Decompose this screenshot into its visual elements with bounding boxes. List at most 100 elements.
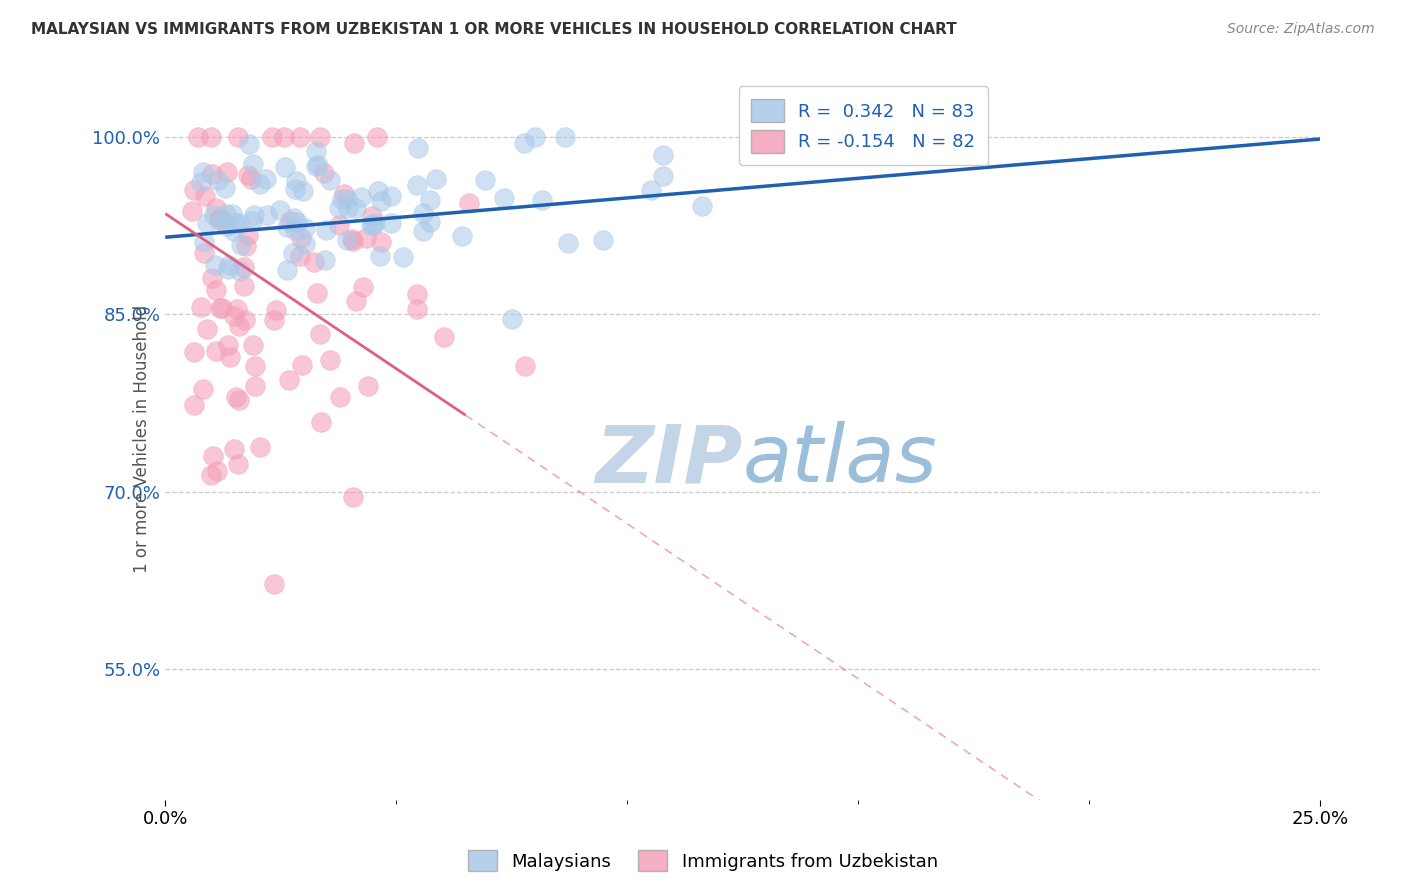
- Point: [200, 468, 222, 483]
- Point: [204, 258, 226, 272]
- Point: [217, 261, 239, 276]
- Point: [319, 352, 342, 367]
- Point: [557, 236, 579, 251]
- Point: [278, 214, 301, 228]
- Point: [215, 219, 238, 233]
- Point: [307, 158, 329, 172]
- Point: [342, 490, 364, 504]
- Point: [249, 177, 271, 191]
- Point: [652, 147, 675, 161]
- Point: [360, 209, 382, 223]
- Point: [225, 390, 247, 404]
- Point: [333, 187, 356, 202]
- Point: [242, 213, 264, 227]
- Point: [513, 136, 536, 150]
- Point: [592, 233, 614, 247]
- Point: [229, 264, 252, 278]
- Point: [228, 319, 250, 334]
- Point: [370, 235, 392, 249]
- Point: [274, 161, 297, 175]
- Point: [191, 383, 214, 397]
- Point: [269, 202, 291, 217]
- Point: [183, 398, 205, 412]
- Point: [474, 173, 496, 187]
- Point: [276, 219, 298, 234]
- Point: [357, 379, 380, 393]
- Point: [195, 216, 218, 230]
- Point: [405, 178, 427, 193]
- Point: [651, 169, 673, 183]
- Point: [288, 129, 311, 144]
- Point: [328, 218, 350, 232]
- Point: [193, 235, 215, 249]
- Point: [195, 322, 218, 336]
- Point: [204, 344, 226, 359]
- Point: [211, 214, 233, 228]
- Point: [209, 211, 232, 226]
- Text: atlas: atlas: [742, 421, 938, 500]
- Point: [319, 172, 342, 186]
- Point: [236, 227, 259, 242]
- Point: [285, 173, 308, 187]
- Point: [205, 283, 228, 297]
- Point: [284, 182, 307, 196]
- Point: [332, 192, 354, 206]
- Point: [314, 166, 336, 180]
- Point: [425, 171, 447, 186]
- Point: [263, 313, 285, 327]
- Point: [640, 184, 662, 198]
- Point: [190, 175, 212, 189]
- Point: [406, 141, 429, 155]
- Text: MALAYSIAN VS IMMIGRANTS FROM UZBEKISTAN 1 OR MORE VEHICLES IN HOUSEHOLD CORRELAT: MALAYSIAN VS IMMIGRANTS FROM UZBEKISTAN …: [31, 22, 956, 37]
- Point: [235, 239, 257, 253]
- Point: [228, 457, 250, 471]
- Point: [249, 440, 271, 454]
- Y-axis label: 1 or more Vehicles in Household: 1 or more Vehicles in Household: [134, 304, 152, 573]
- Point: [406, 302, 429, 317]
- Point: [305, 159, 328, 173]
- Point: [356, 231, 378, 245]
- Point: [240, 172, 263, 186]
- Point: [288, 249, 311, 263]
- Point: [314, 252, 336, 267]
- Point: [291, 358, 314, 372]
- Point: [554, 129, 576, 144]
- Point: [183, 345, 205, 359]
- Point: [243, 208, 266, 222]
- Point: [228, 392, 250, 407]
- Point: [292, 184, 315, 198]
- Point: [380, 189, 402, 203]
- Point: [501, 312, 523, 326]
- Point: [228, 217, 250, 231]
- Point: [406, 286, 429, 301]
- Point: [193, 165, 215, 179]
- Point: [285, 215, 308, 229]
- Point: [690, 199, 713, 213]
- Text: Source: ZipAtlas.com: Source: ZipAtlas.com: [1227, 22, 1375, 37]
- Point: [419, 193, 441, 207]
- Point: [231, 238, 253, 252]
- Point: [328, 201, 350, 215]
- Point: [211, 301, 233, 315]
- Point: [284, 223, 307, 237]
- Point: [336, 201, 359, 215]
- Point: [224, 216, 246, 230]
- Point: [201, 450, 224, 464]
- Point: [201, 270, 224, 285]
- Point: [380, 216, 402, 230]
- Point: [412, 224, 434, 238]
- Point: [294, 236, 316, 251]
- Point: [294, 221, 316, 235]
- Point: [315, 223, 337, 237]
- Point: [513, 359, 536, 373]
- Point: [363, 218, 385, 232]
- Point: [187, 129, 209, 144]
- Point: [219, 351, 242, 365]
- Point: [342, 232, 364, 246]
- Point: [226, 302, 249, 317]
- Point: [243, 359, 266, 373]
- Legend: Malaysians, Immigrants from Uzbekistan: Malaysians, Immigrants from Uzbekistan: [461, 843, 945, 879]
- Point: [256, 209, 278, 223]
- Point: [419, 215, 441, 229]
- Point: [222, 442, 245, 457]
